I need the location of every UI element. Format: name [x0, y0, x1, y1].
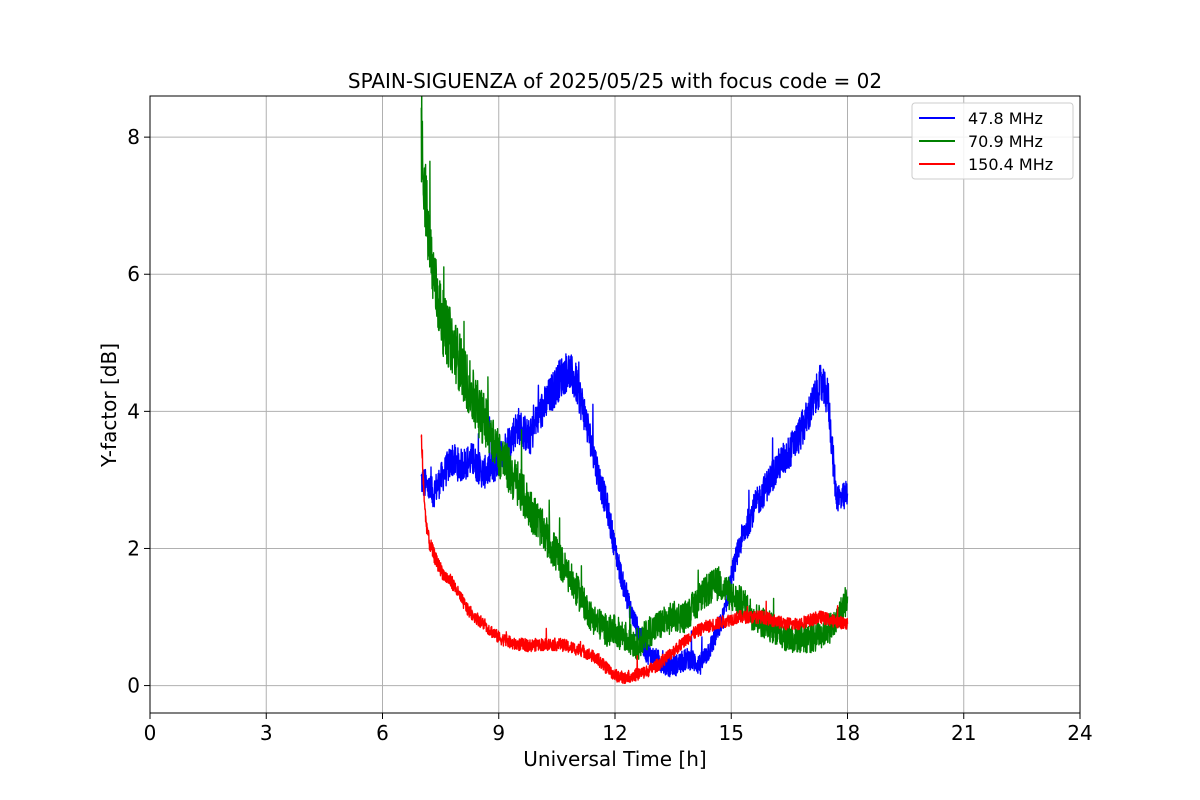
- legend-entry: 47.8 MHz: [968, 109, 1043, 128]
- legend-box: [911, 102, 1074, 180]
- x-tick-label: 15: [719, 721, 744, 745]
- legend-entry: 70.9 MHz: [968, 132, 1043, 151]
- legend: 47.8 MHz 70.9 MHz 150.4 MHz: [911, 102, 1074, 180]
- y-tick-label: 2: [127, 536, 140, 560]
- legend-entry: 150.4 MHz: [968, 155, 1053, 174]
- series-line: [420, 353, 849, 678]
- x-tick-label: 6: [376, 721, 389, 745]
- x-tick-label: 18: [835, 721, 860, 745]
- x-tick-label: 24: [1067, 721, 1092, 745]
- series-layer: [420, 96, 849, 685]
- series-line: [420, 96, 849, 660]
- x-tick-label: 21: [951, 721, 976, 745]
- x-tick-label: 12: [602, 721, 627, 745]
- x-tick-label: 0: [144, 721, 157, 745]
- y-tick-label: 0: [127, 674, 140, 698]
- chart-title: SPAIN-SIGUENZA of 2025/05/25 with focus …: [348, 69, 882, 93]
- y-tick-label: 6: [127, 262, 140, 286]
- y-tick-label: 8: [127, 125, 140, 149]
- x-tick-label: 9: [492, 721, 505, 745]
- series-line: [420, 434, 849, 685]
- y-tick-label: 4: [127, 399, 140, 423]
- y-axis-label: Y-factor [dB]: [97, 343, 121, 468]
- x-tick-label: 3: [260, 721, 273, 745]
- x-axis-label: Universal Time [h]: [523, 747, 706, 771]
